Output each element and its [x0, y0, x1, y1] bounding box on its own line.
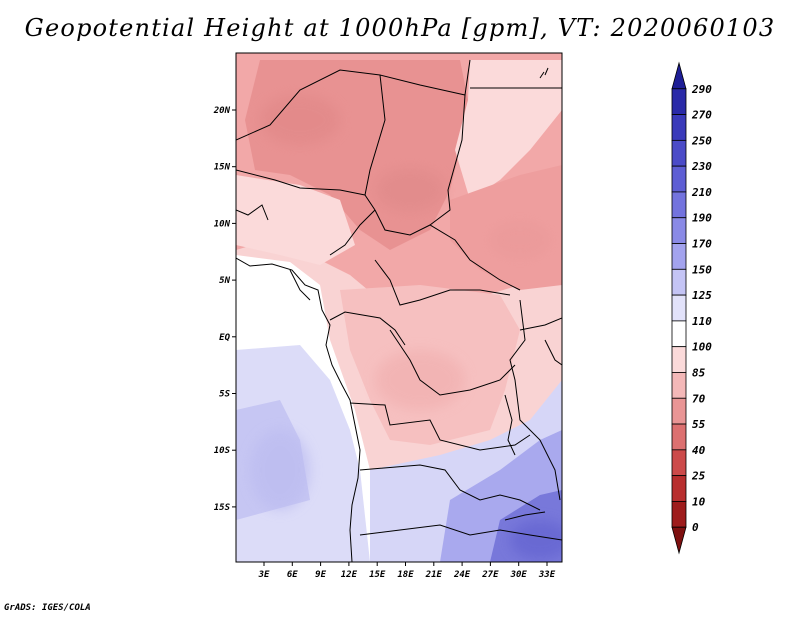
border-line — [519, 317, 562, 331]
lon-tick-label: 9E — [315, 570, 326, 580]
colorbar-swatch — [671, 449, 687, 477]
colorbar-level-label: 150 — [692, 263, 712, 276]
colorbar-level-label: 70 — [692, 392, 706, 405]
footer-credit: GrADS: IGES/COLA — [4, 603, 91, 613]
lon-tick-label: 30E — [510, 570, 528, 580]
colorbar-swatch — [671, 243, 687, 270]
border-line — [329, 311, 406, 346]
border-line — [374, 259, 511, 306]
lon-tick-label: 18E — [397, 570, 414, 580]
border-line — [509, 299, 561, 501]
lon-tick-label: 3E — [258, 570, 270, 580]
lat-tick-label: 20N — [213, 106, 231, 116]
border-line — [359, 464, 541, 511]
colorbar-swatch — [671, 114, 687, 141]
lon-tick-label: 24E — [453, 570, 471, 580]
colorbar-level-label: 55 — [692, 418, 706, 431]
colorbar-swatch — [671, 372, 687, 399]
border-line — [389, 329, 516, 396]
colorbar-level-label: 85 — [692, 366, 706, 379]
border-line — [236, 169, 366, 196]
colorbar-level-label: 190 — [692, 212, 712, 225]
field-zone-sudan-light — [455, 60, 562, 200]
colorbar-level-label: 40 — [692, 444, 706, 457]
colorbar-swatch — [671, 423, 687, 451]
colorbar-level-label: 10 — [692, 495, 706, 508]
colorbar-swatch — [671, 346, 687, 373]
border-line — [359, 524, 562, 541]
lat-tick-label: EQ — [219, 333, 230, 343]
colorbar-swatch — [671, 268, 687, 296]
colorbar-level-label: 250 — [691, 134, 712, 147]
lat-tick-label: 15N — [214, 163, 231, 173]
border-line — [236, 204, 269, 221]
lat-tick-label: 10S — [214, 446, 231, 456]
latitude-axis: 20N 15N 10N 5N EQ 5S 10S 15S — [213, 106, 236, 513]
colorbar-swatch — [671, 165, 687, 193]
colorbar-swatch — [671, 397, 687, 425]
colorbar-swatch — [671, 139, 687, 167]
colorbar-level-label: 125 — [692, 289, 712, 302]
border-line — [539, 67, 549, 79]
lat-tick-label: 5N — [219, 276, 230, 286]
coastline — [236, 257, 361, 562]
lat-tick-label: 15S — [214, 503, 231, 513]
lon-tick-label: 15E — [369, 570, 386, 580]
lon-tick-label: 12E — [341, 570, 358, 580]
colorbar-level-label: 25 — [691, 470, 706, 483]
lon-tick-label: 27E — [481, 570, 499, 580]
colorbar-swatch — [671, 320, 687, 348]
colorbar-swatch — [671, 191, 687, 219]
colorbar-level-label: 290 — [691, 83, 712, 96]
colorbar-level-label: 100 — [692, 341, 712, 354]
colorbar-swatch — [671, 88, 687, 115]
colorbar-swatch — [671, 475, 687, 502]
border-line — [374, 209, 521, 291]
border-line — [289, 269, 311, 301]
colorbar: 2902702502302101901701501251101008570554… — [671, 61, 712, 555]
colorbar-level-label: 230 — [691, 160, 712, 173]
lon-tick-label: 21E — [425, 570, 443, 580]
lat-tick-label: 10N — [214, 219, 231, 229]
colorbar-top-arrow — [671, 61, 687, 90]
border-line — [544, 339, 562, 366]
colorbar-level-label: 0 — [692, 521, 699, 534]
colorbar-level-label: 270 — [691, 109, 712, 122]
colorbar-swatch — [671, 217, 687, 244]
colorbar-bottom-arrow — [671, 526, 687, 555]
border-line — [349, 402, 531, 451]
border-line — [504, 511, 546, 521]
longitude-axis: 3E 6E 9E 12E 15E 18E 21E 24E 27E 30E 33E — [258, 562, 556, 580]
colorbar-swatch — [671, 294, 687, 322]
colorbar-level-label: 110 — [692, 315, 712, 328]
colorbar-swatch — [671, 501, 687, 528]
border-line — [429, 94, 466, 226]
border-line — [329, 209, 376, 256]
colorbar-level-label: 210 — [691, 186, 712, 199]
map-frame — [235, 52, 563, 563]
field-zone-west-africa-light — [236, 175, 355, 265]
map-panel — [236, 53, 562, 562]
colorbar-level-label: 170 — [692, 238, 712, 251]
border-line — [236, 59, 471, 141]
border-line — [504, 394, 516, 456]
border-line — [364, 74, 386, 211]
lon-tick-label: 6E — [287, 570, 298, 580]
lat-tick-label: 5S — [219, 390, 230, 400]
country-borders — [236, 59, 562, 562]
map-title: Geopotential Height at 1000hPa [gpm], VT… — [24, 14, 776, 42]
lon-tick-label: 33E — [538, 570, 556, 580]
